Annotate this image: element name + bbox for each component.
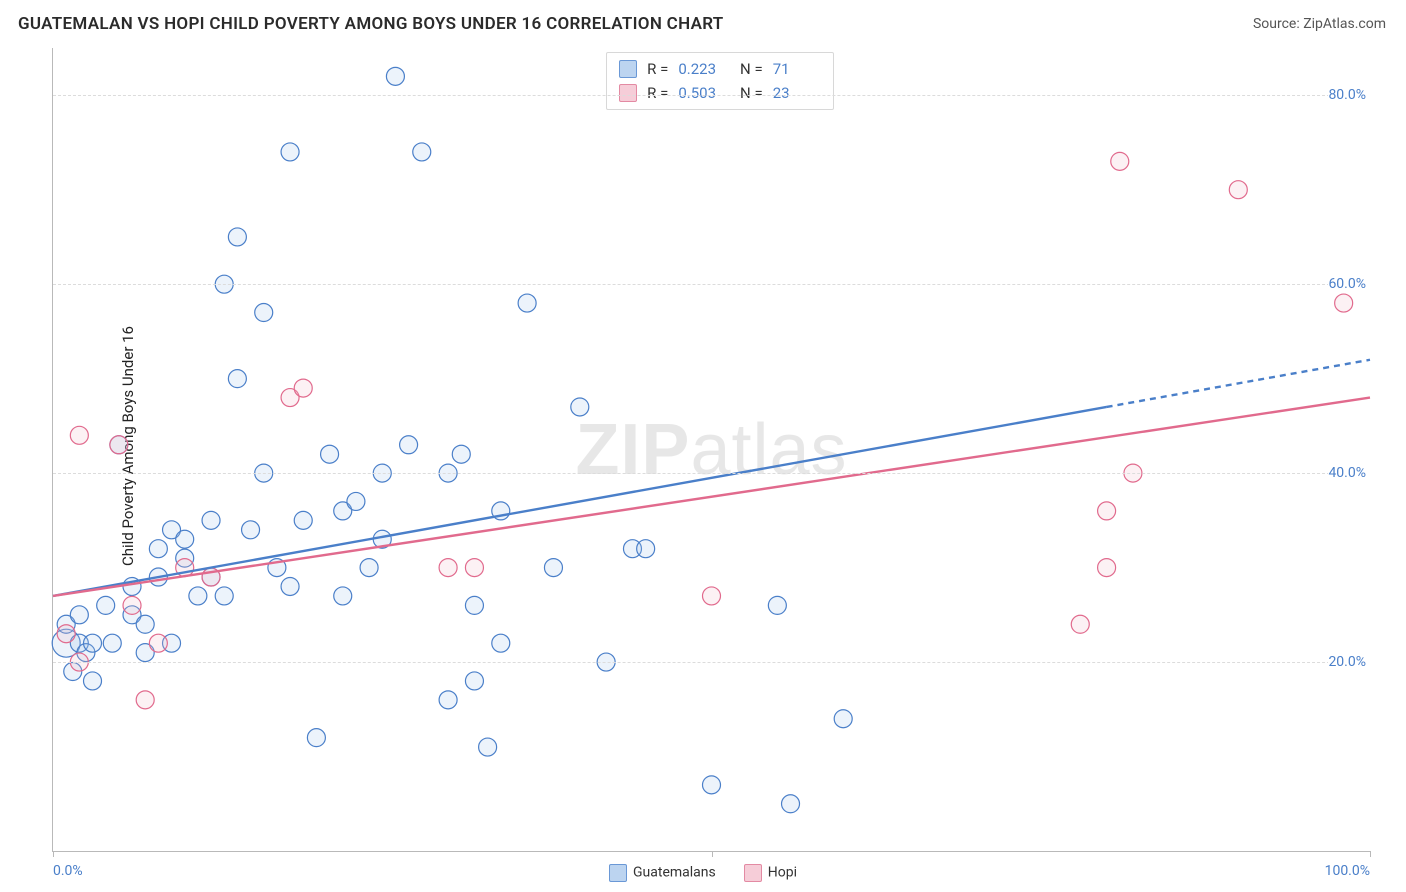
data-point [97, 596, 115, 614]
data-point [703, 587, 721, 605]
data-point [1335, 294, 1353, 312]
legend-swatch-icon [744, 864, 762, 882]
data-point [242, 521, 260, 539]
data-point [281, 577, 299, 595]
stat-r-label: R = [647, 57, 668, 81]
data-point [834, 710, 852, 728]
legend-swatch-icon [619, 60, 637, 78]
data-point [103, 634, 121, 652]
data-point [465, 559, 483, 577]
data-point [136, 691, 154, 709]
stat-r-value: 0.503 [678, 81, 726, 105]
data-point [202, 511, 220, 529]
data-point [228, 370, 246, 388]
data-point [518, 294, 536, 312]
chart-source: Source: ZipAtlas.com [1253, 16, 1386, 32]
data-point [703, 776, 721, 794]
y-tick-label: 60.0% [1328, 276, 1372, 292]
trend-line [53, 407, 1107, 596]
legend-swatch-icon [619, 84, 637, 102]
legend-series-label: Hopi [768, 865, 797, 881]
y-tick-label: 40.0% [1328, 465, 1372, 481]
data-point [492, 634, 510, 652]
chart-plot-area: ZIPatlas R =0.223 N =71R =0.503 N =23 20… [52, 48, 1370, 852]
legend-item: Guatemalans [609, 864, 716, 882]
data-point [228, 228, 246, 246]
stat-row: R = 0.503 N = 23 [619, 81, 821, 105]
trend-line-extrapolated [1107, 360, 1370, 407]
data-point [321, 445, 339, 463]
stat-n-label: N = [736, 81, 762, 105]
stat-n-value: 23 [773, 81, 821, 105]
legend-series-label: Guatemalans [633, 865, 716, 881]
gridline [53, 284, 1370, 285]
data-point [571, 398, 589, 416]
stat-n-value: 71 [773, 57, 821, 81]
data-point [452, 445, 470, 463]
gridline [53, 473, 1370, 474]
chart-header: GUATEMALAN VS HOPI CHILD POVERTY AMONG B… [0, 0, 1406, 48]
scatter-plot-svg [53, 48, 1370, 851]
data-point [189, 587, 207, 605]
x-tick-mark [1370, 851, 1371, 857]
data-point [110, 436, 128, 454]
x-tick-mark [712, 851, 713, 857]
data-point [84, 672, 102, 690]
data-point [149, 540, 167, 558]
trend-line [53, 398, 1370, 596]
data-point [400, 436, 418, 454]
data-point [413, 143, 431, 161]
stat-n-label: N = [736, 57, 762, 81]
data-point [136, 615, 154, 633]
data-point [360, 559, 378, 577]
data-point [439, 691, 457, 709]
data-point [1229, 181, 1247, 199]
legend-item: Hopi [744, 864, 797, 882]
legend-swatch-icon [609, 864, 627, 882]
data-point [386, 67, 404, 85]
data-point [544, 559, 562, 577]
data-point [479, 738, 497, 756]
data-point [1111, 152, 1129, 170]
data-point [255, 304, 273, 322]
data-point [439, 559, 457, 577]
data-point [782, 795, 800, 813]
data-point [281, 143, 299, 161]
data-point [70, 606, 88, 624]
data-point [57, 625, 75, 643]
stat-row: R = 0.223 N = 71 [619, 57, 821, 81]
data-point [768, 596, 786, 614]
data-point [334, 587, 352, 605]
chart-title: GUATEMALAN VS HOPI CHILD POVERTY AMONG B… [18, 14, 724, 34]
correlation-stats-box: R = 0.223 N = 71 R = 0.503 N = 23 [606, 52, 834, 110]
data-point [637, 540, 655, 558]
data-point [215, 587, 233, 605]
data-point [1071, 615, 1089, 633]
data-point [465, 672, 483, 690]
data-point [123, 596, 141, 614]
x-tick-label: 100.0% [1325, 863, 1370, 879]
data-point [307, 729, 325, 747]
stat-r-label: R = [647, 81, 668, 105]
data-point [294, 379, 312, 397]
data-point [294, 511, 312, 529]
data-point [149, 634, 167, 652]
y-tick-label: 80.0% [1328, 87, 1372, 103]
data-point [465, 596, 483, 614]
series-legend: Guatemalans Hopi [609, 864, 797, 882]
data-point [70, 426, 88, 444]
y-tick-label: 20.0% [1328, 654, 1372, 670]
data-point [347, 492, 365, 510]
stat-r-value: 0.223 [678, 57, 726, 81]
gridline [53, 95, 1370, 96]
gridline [53, 662, 1370, 663]
data-point [1098, 559, 1116, 577]
data-point [1098, 502, 1116, 520]
x-tick-mark [53, 851, 54, 857]
data-point [176, 530, 194, 548]
x-tick-label: 0.0% [53, 863, 83, 879]
data-point [84, 634, 102, 652]
